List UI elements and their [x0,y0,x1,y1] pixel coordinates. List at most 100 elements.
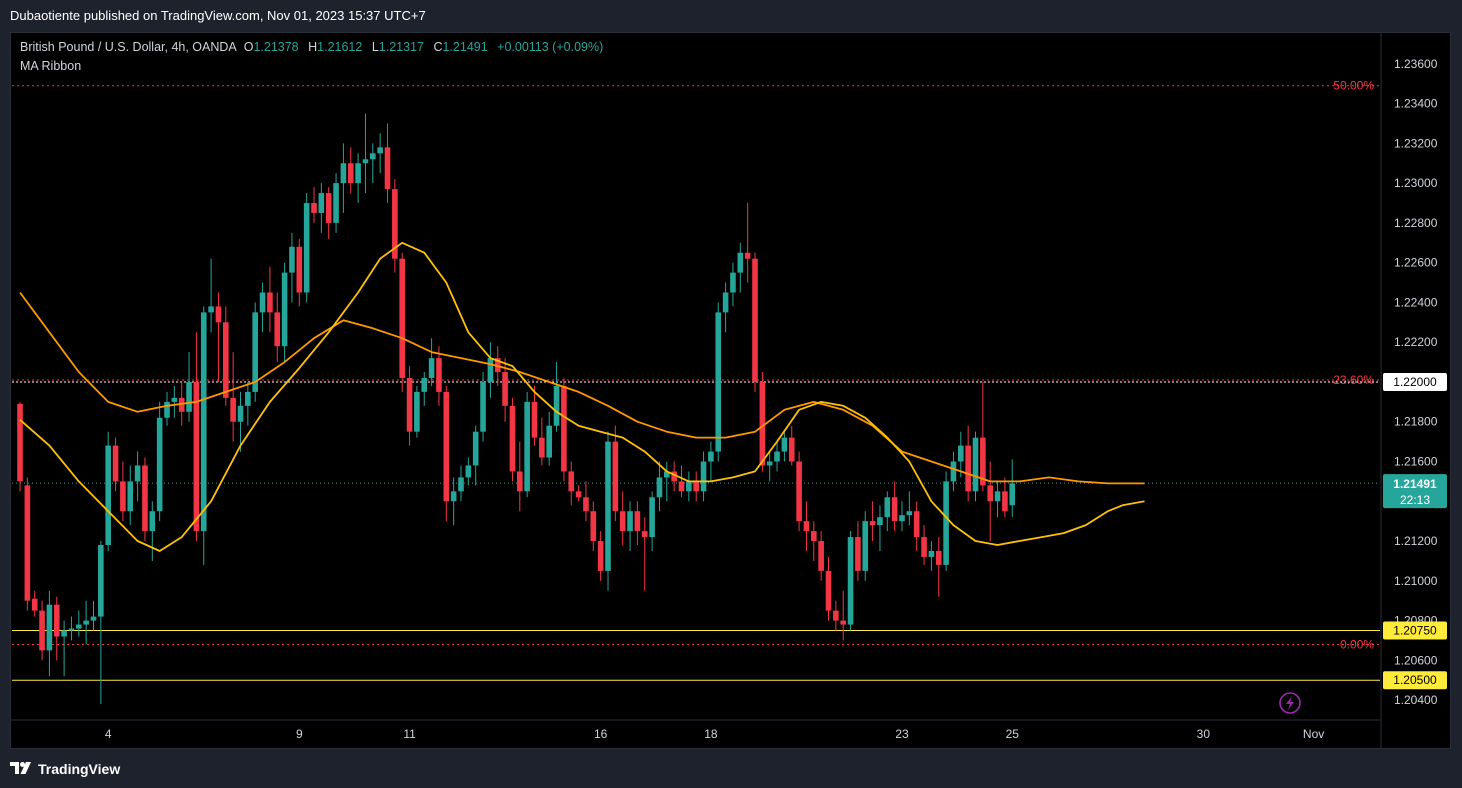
candle-body [612,441,619,512]
candle-body [134,465,141,482]
candle-body [281,272,288,347]
symbol-title[interactable]: British Pound / U.S. Dollar, 4h, OANDA [20,40,237,54]
candle-body [414,391,420,432]
candle-body [818,541,824,571]
candle-body [487,358,494,382]
candle-body [568,471,575,492]
price-tick-label: 1.23000 [1394,176,1438,190]
time-axis[interactable]: 4 9 11 16 18 23 25 30 Nov [11,719,1381,741]
price-tick-label: 1.21000 [1394,574,1438,588]
candle-body [347,163,354,184]
candle-body [384,147,391,190]
candle-body [884,497,891,518]
fib-level-label: 0.00% [1340,637,1374,651]
candle-body [311,203,317,213]
candle-body [1009,483,1016,506]
candle-body [399,258,405,378]
candle-body [546,425,552,458]
candle-body [891,497,898,522]
candle-body [193,381,200,532]
chart-pane[interactable] [10,32,1451,749]
candle-body [105,445,111,546]
time-tick-label: Nov [1303,727,1324,741]
candles [17,113,1016,705]
candle-body [443,391,450,502]
candle-body [31,598,38,611]
candle-body [766,461,773,466]
low-label: L [371,40,379,54]
candle-body [825,570,832,611]
price-levels: 50.00% 23.60% 0.00% [12,79,1380,681]
candle-body [634,511,641,532]
time-tick-label: 16 [594,727,608,741]
ma-ribbon [19,241,1145,552]
candle-body [950,461,957,482]
candle-body [862,521,869,571]
horizontal-line-price-tag [1383,372,1447,391]
lightning-icon[interactable] [1279,692,1301,714]
high-label: H [308,40,318,54]
candle-body [200,312,207,532]
candle-body [252,312,258,392]
ohlc-row: British Pound / U.S. Dollar, 4h, OANDA O… [20,38,603,57]
candle-body [458,477,464,492]
candle-body [796,461,802,522]
change-value: +0.00113 (+0.09%) [497,40,604,54]
open-label: O [243,40,254,54]
candle-body [972,437,979,492]
candle-body [575,491,582,498]
footer-brand[interactable]: TradingView [10,756,120,782]
horizontal-line-price-label: 1.22000 [1393,375,1437,389]
candle-body [230,397,236,422]
time-tick-label: 23 [895,727,909,741]
candle-body [17,403,23,482]
candle-body [53,604,60,637]
last-price-label: 1.21491 [1393,477,1437,491]
horizontal-line-price-tag [1383,621,1447,640]
candle-body [649,497,655,538]
candle-body [156,417,163,512]
time-tick-label: 18 [704,727,718,741]
candle-body [737,252,744,273]
candle-body [340,163,347,184]
candle-body [259,292,266,313]
candle-body [406,377,413,432]
candle-body [149,511,156,532]
candle-body [289,246,295,273]
candle-body [83,620,89,625]
candle-body [958,445,964,462]
candle-body [355,163,361,184]
candle-body [664,471,670,478]
candle-body [428,358,435,378]
candle-body [671,471,677,482]
last-price-tag [1383,474,1447,509]
candle-body [943,481,949,565]
candle-body [296,246,303,293]
candle-body [68,628,75,631]
candle-body [186,381,192,412]
candle-body [913,511,920,538]
candle-body [98,545,104,617]
candle-body [171,397,178,402]
candle-body [715,312,722,452]
fib-level-label: 50.00% [1333,79,1374,93]
time-tick-label: 11 [403,727,416,741]
price-axis[interactable]: 1.23600 1.23400 1.23200 1.23000 1.22800 1.226… [1380,33,1447,748]
candle-body [370,153,376,160]
candle-body [142,465,148,532]
price-tick-label: 1.20600 [1394,653,1438,667]
candle-body [583,497,589,512]
candle-body [245,391,251,406]
candle-body [744,252,751,259]
price-tick-label: 1.22400 [1394,295,1438,309]
candle-body [605,441,611,571]
candle-body [877,517,883,526]
candle-body [502,372,508,406]
indicator-name[interactable]: MA Ribbon [20,59,82,73]
horizontal-line-price-label: 1.20500 [1393,673,1437,687]
candle-body [61,630,67,637]
candle-body [472,431,479,466]
time-tick-label: 25 [1006,727,1020,741]
candle-body [1002,491,1008,512]
